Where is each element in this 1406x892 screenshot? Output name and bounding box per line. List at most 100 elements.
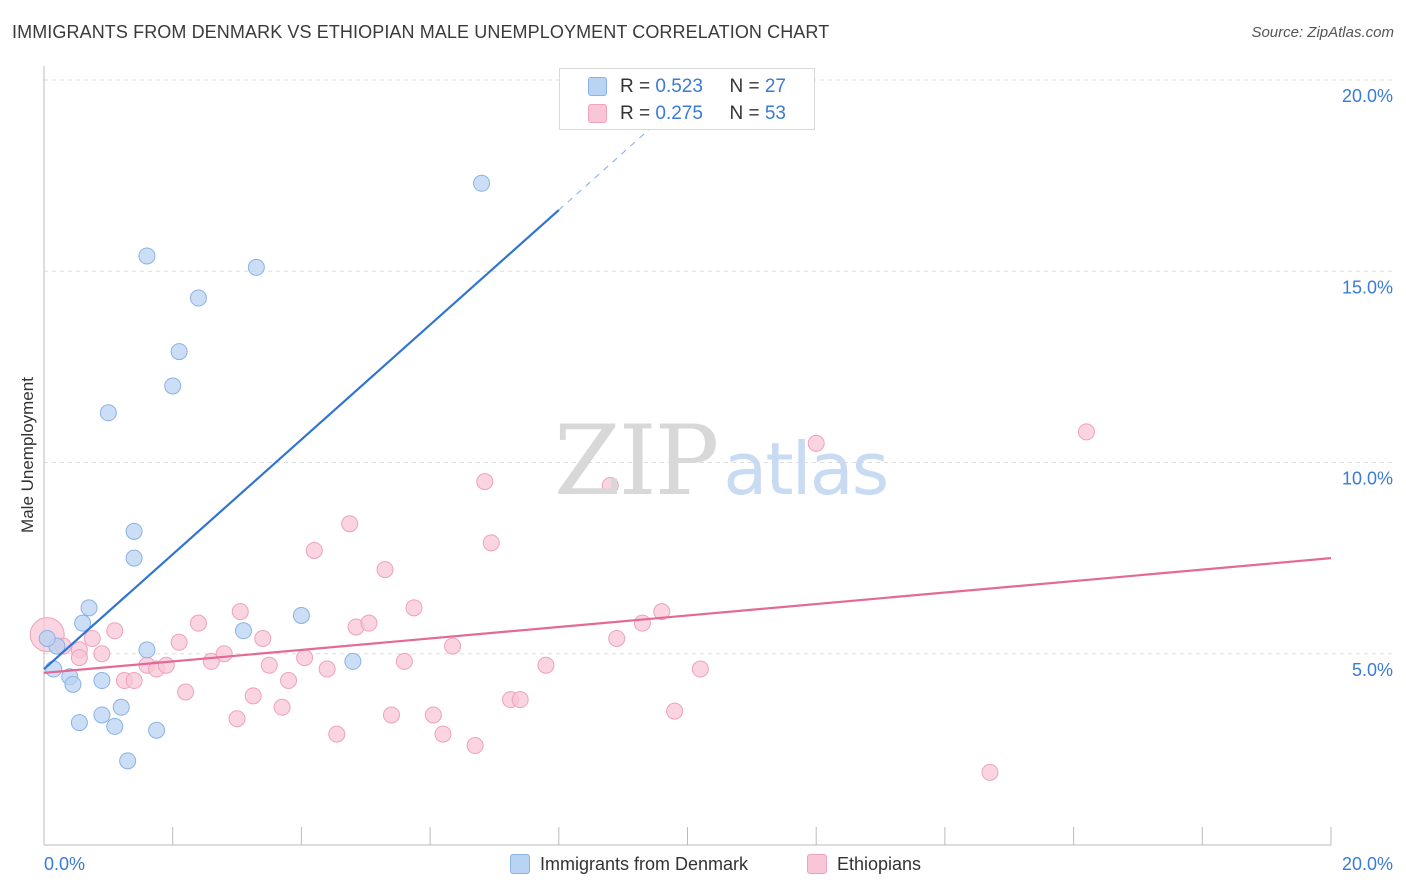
legend-r-value-ethiopians: 0.275	[655, 103, 703, 124]
ethiopians-point	[244, 687, 262, 705]
denmark-point	[164, 377, 182, 395]
ethiopians-point	[633, 614, 651, 632]
denmark-point	[106, 717, 124, 735]
ethiopians-point	[405, 599, 423, 617]
denmark-point	[119, 752, 137, 770]
denmark-point	[344, 652, 362, 670]
legend-n-value-ethiopians: 53	[764, 103, 786, 124]
legend-swatch-ethiopians	[588, 104, 607, 123]
denmark-point	[64, 675, 82, 693]
ethiopians-point	[228, 710, 246, 728]
denmark-point	[112, 698, 130, 716]
ethiopians-point	[231, 603, 249, 621]
ethiopians-point	[106, 622, 124, 640]
x-tick-label-min: 0.0%	[44, 854, 85, 874]
denmark-trend-line	[43, 209, 560, 670]
ethiopians-point	[981, 763, 999, 781]
ethiopians-point	[608, 629, 626, 647]
ethiopians-point	[273, 698, 291, 716]
ethiopians-point	[280, 672, 298, 690]
denmark-points	[38, 174, 491, 770]
denmark-point	[247, 258, 265, 276]
gridlines	[44, 79, 1395, 655]
watermark: ZIPatlas	[554, 405, 889, 517]
legend-r-label: R =	[620, 103, 656, 124]
x-tick-label-max: 20.0%	[1342, 854, 1393, 874]
ethiopians-point	[189, 614, 207, 632]
ethiopians-point	[376, 561, 394, 579]
denmark-point	[80, 599, 98, 617]
legend-row-denmark: R = 0.523 N = 27	[620, 74, 786, 100]
bottom-legend-ethiopians: Ethiopians	[807, 852, 921, 876]
denmark-trend-extension	[558, 123, 656, 211]
ethiopians-point	[328, 725, 346, 743]
denmark-point	[138, 247, 156, 265]
ethiopians-point	[70, 649, 88, 667]
y-tick-label: 10.0%	[1342, 469, 1393, 489]
legend-r-label: R =	[620, 76, 656, 97]
ethiopians-point	[254, 629, 272, 647]
correlation-legend: R = 0.523 N = 27 R = 0.275 N = 53	[559, 68, 815, 130]
ethiopians-trend-line	[43, 557, 1332, 674]
chart-title: IMMIGRANTS FROM DENMARK VS ETHIOPIAN MAL…	[12, 22, 830, 42]
ethiopians-point	[341, 515, 359, 533]
y-tick-label: 15.0%	[1342, 277, 1393, 297]
ethiopians-point	[537, 656, 555, 674]
ethiopians-point	[511, 691, 529, 709]
denmark-point	[473, 174, 491, 192]
bottom-legend-swatch-denmark	[510, 854, 530, 874]
ethiopians-point	[444, 637, 462, 655]
source-label: Source: ZipAtlas.com	[1251, 24, 1394, 41]
bottom-legend-denmark: Immigrants from Denmark	[510, 852, 748, 876]
denmark-point	[148, 721, 166, 739]
denmark-point	[70, 714, 88, 732]
ethiopians-point	[1077, 423, 1095, 441]
denmark-point	[93, 706, 111, 724]
bottom-legend-label-denmark: Immigrants from Denmark	[540, 854, 749, 874]
ethiopians-point	[318, 660, 336, 678]
watermark-zip: ZIP	[554, 405, 719, 517]
legend-r-value-denmark: 0.523	[655, 76, 703, 97]
ethiopians-point	[482, 534, 500, 552]
ethiopians-point	[83, 629, 101, 647]
denmark-point	[125, 522, 143, 540]
denmark-point	[234, 622, 252, 640]
y-tick-label: 5.0%	[1352, 660, 1393, 680]
ethiopians-point	[125, 672, 143, 690]
ethiopians-point	[666, 702, 684, 720]
ethiopians-point	[260, 656, 278, 674]
legend-swatch-denmark	[588, 77, 607, 96]
y-tick-label: 20.0%	[1342, 86, 1393, 106]
watermark-atlas: atlas	[723, 427, 889, 511]
ethiopians-point	[93, 645, 111, 663]
ethiopians-point	[170, 633, 188, 651]
denmark-point	[99, 404, 117, 422]
ethiopians-points	[29, 423, 1095, 781]
ethiopians-point	[177, 683, 195, 701]
trend-lines	[43, 123, 1332, 674]
y-axis-label: Male Unemployment	[18, 377, 37, 533]
ethiopians-point	[807, 434, 825, 452]
denmark-point	[74, 614, 92, 632]
ethiopians-point	[157, 656, 175, 674]
ethiopians-point	[653, 603, 671, 621]
ethiopians-point	[382, 706, 400, 724]
ethiopians-point	[424, 706, 442, 724]
denmark-point	[292, 607, 310, 624]
y-tick-labels: 5.0% 10.0% 15.0% 20.0% 0.0% 20.0%	[44, 86, 1393, 874]
denmark-point	[125, 549, 143, 567]
ethiopians-point	[691, 660, 709, 678]
bottom-legend-label-ethiopians: Ethiopians	[837, 854, 922, 874]
ethiopians-point	[215, 645, 233, 663]
ethiopians-point	[296, 649, 314, 667]
legend-n-label: N =	[729, 103, 765, 124]
denmark-point	[189, 289, 207, 307]
denmark-point	[93, 672, 111, 690]
ethiopians-point	[305, 541, 323, 559]
denmark-point	[170, 343, 188, 361]
ethiopians-point	[601, 476, 619, 494]
legend-n-value-denmark: 27	[764, 76, 786, 97]
denmark-point	[45, 660, 63, 678]
ethiopians-point	[466, 737, 484, 755]
